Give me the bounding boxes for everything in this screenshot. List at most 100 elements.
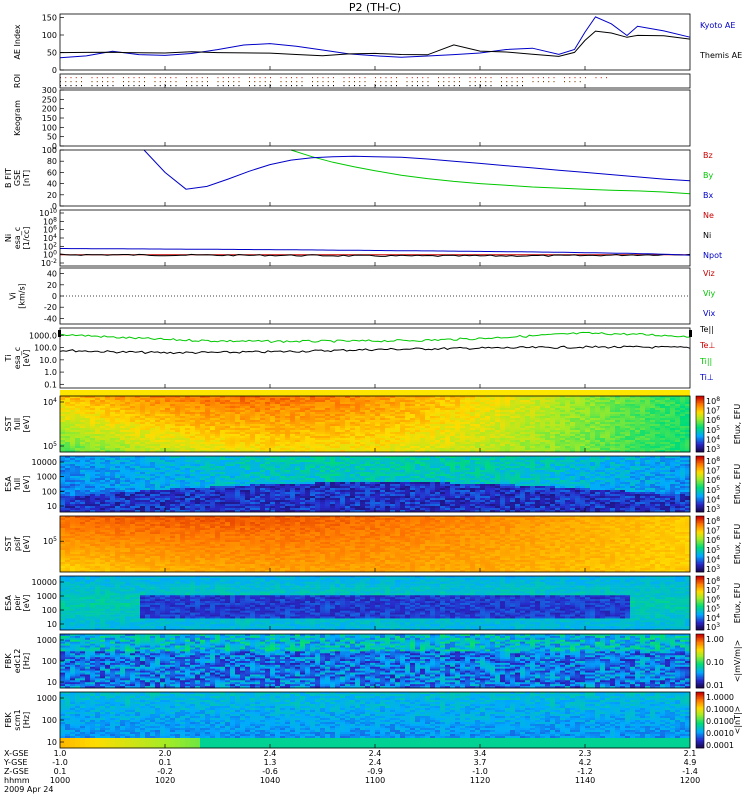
roi-mark [412,81,413,82]
spectro-cell [425,448,430,450]
spectro-cell [180,464,185,466]
spectro-cell [375,470,380,472]
spectro-cell [640,466,645,468]
spectro-cell [455,470,460,472]
spectro-cell [175,428,180,430]
spectro-cell [615,398,620,400]
spectro-cell [370,426,375,428]
spectro-cell [75,438,80,440]
spectro-cell [605,458,610,460]
spectro-cell [515,418,520,420]
spectro-cell [570,420,575,422]
spectro-cell [675,432,680,434]
roi-mark [113,81,114,82]
spectro-cell [355,434,360,436]
spectro-cell [380,414,385,416]
spectro-cell [125,440,130,442]
spectro-cell [340,458,345,460]
spectro-cell [390,442,395,444]
spectro-cell [85,432,90,434]
spectro-cell [180,432,185,434]
roi-mark [470,77,471,78]
spectro-cell [60,436,65,438]
spectro-cell [180,406,185,408]
spectro-cell [510,424,515,426]
spectro-cell [615,448,620,450]
spectro-cell [585,420,590,422]
spectro-cell [290,416,295,418]
spectro-cell [275,440,280,442]
spectro-cell [285,434,290,436]
spectro-cell [320,460,325,462]
spectro-cell [395,404,400,406]
spectro-cell [355,466,360,468]
spectro-cell [220,400,225,402]
spectro-cell [115,426,120,428]
spectro-cell [265,404,270,406]
spectro-cell [70,446,75,448]
spectro-cell [675,398,680,400]
spectro-cell [610,468,615,470]
spectro-cell [95,416,100,418]
spectro-cell [245,398,250,400]
roi-mark [323,81,324,82]
spectro-cell [235,440,240,442]
spectro-cell [75,402,80,404]
spectro-cell [330,458,335,460]
spectro-cell [150,424,155,426]
spectro-cell [435,458,440,460]
spectro-cell [320,468,325,470]
spectro-cell [425,438,430,440]
spectro-cell [600,448,605,450]
spectro-cell [430,410,435,412]
spectro-cell [590,460,595,462]
spectro-cell [235,448,240,450]
spectro-cell [645,400,650,402]
spectro-cell [65,400,70,402]
spectro-cell [145,412,150,414]
spectro-cell [295,408,300,410]
spectro-cell [470,466,475,468]
spectro-cell [480,430,485,432]
spectro-cell [450,402,455,404]
spectro-cell [385,398,390,400]
spectro-cell [235,464,240,466]
spectro-cell [350,416,355,418]
spectro-cell [165,404,170,406]
spectro-cell [75,464,80,466]
spectro-cell [285,416,290,418]
spectro-cell [140,434,145,436]
spectro-cell [260,420,265,422]
spectro-cell [115,434,120,436]
spectro-cell [85,406,90,408]
spectro-cell [80,458,85,460]
spectro-cell [515,442,520,444]
spectro-cell [215,398,220,400]
spectro-cell [260,404,265,406]
spectro-cell [150,410,155,412]
spectro-cell [220,424,225,426]
spectro-cell [195,446,200,448]
spectro-cell [420,436,425,438]
roi-mark [191,81,192,82]
spectro-cell [585,438,590,440]
roi-mark [407,85,408,86]
spectro-cell [110,460,115,462]
spectro-cell [660,416,665,418]
spectro-cell [365,432,370,434]
spectro-cell [310,416,315,418]
spectro-cell [140,418,145,420]
roi-mark [228,81,229,82]
spectro-cell [570,460,575,462]
spectro-cell [465,428,470,430]
spectro-cell [335,442,340,444]
spectro-cell [315,468,320,470]
spectro-cell [200,404,205,406]
spectro-cell [670,428,675,430]
spectro-cell [190,398,195,400]
spectro-cell [310,420,315,422]
spectro-cell [475,458,480,460]
spectro-cell [640,438,645,440]
spectro-cell [625,462,630,464]
roi-mark [102,77,103,78]
